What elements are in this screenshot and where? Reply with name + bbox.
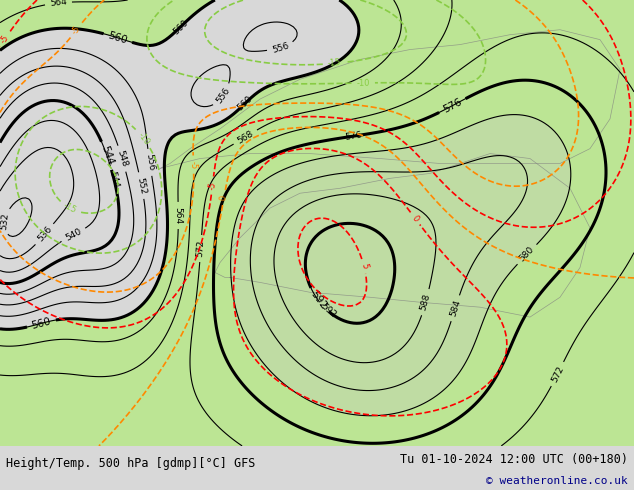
Text: 560: 560 <box>107 30 129 46</box>
Text: 588: 588 <box>419 293 432 312</box>
Text: 580: 580 <box>518 245 536 264</box>
Text: 560: 560 <box>171 18 190 36</box>
Text: 0: 0 <box>410 214 420 223</box>
Text: 552: 552 <box>136 176 148 195</box>
Text: -5: -5 <box>0 33 11 45</box>
Text: 572: 572 <box>550 365 566 384</box>
Text: 568: 568 <box>236 129 255 146</box>
Text: -5: -5 <box>207 181 217 190</box>
Text: -5: -5 <box>189 160 198 169</box>
Text: 556: 556 <box>271 41 290 54</box>
Text: 532: 532 <box>0 213 10 230</box>
Text: 556: 556 <box>144 153 155 172</box>
Text: 560: 560 <box>30 316 52 331</box>
Text: 544: 544 <box>108 170 120 189</box>
Text: -5: -5 <box>70 24 82 36</box>
Text: © weatheronline.co.uk: © weatheronline.co.uk <box>486 476 628 486</box>
Text: 540: 540 <box>63 226 83 243</box>
Text: 536: 536 <box>36 225 54 244</box>
Text: 560: 560 <box>236 94 255 112</box>
Text: Tu 01-10-2024 12:00 UTC (00+180): Tu 01-10-2024 12:00 UTC (00+180) <box>399 453 628 466</box>
Text: -10: -10 <box>356 78 370 88</box>
Text: 564: 564 <box>49 0 67 8</box>
Text: 584: 584 <box>448 299 462 318</box>
Text: -10: -10 <box>136 130 151 147</box>
Text: 576: 576 <box>344 130 363 142</box>
Text: Height/Temp. 500 hPa [gdmp][°C] GFS: Height/Temp. 500 hPa [gdmp][°C] GFS <box>6 457 256 470</box>
Text: 548: 548 <box>115 149 129 168</box>
Text: 564: 564 <box>174 207 183 224</box>
Text: -15: -15 <box>327 58 342 69</box>
Text: 592: 592 <box>319 302 337 320</box>
Text: 544: 544 <box>99 145 115 167</box>
Text: 592: 592 <box>309 290 328 312</box>
Text: 0: 0 <box>219 194 229 201</box>
Text: -15: -15 <box>62 201 78 216</box>
Text: 556: 556 <box>214 86 232 105</box>
Text: 576: 576 <box>441 97 463 115</box>
Text: 5: 5 <box>359 263 369 270</box>
Text: 572: 572 <box>196 240 206 257</box>
